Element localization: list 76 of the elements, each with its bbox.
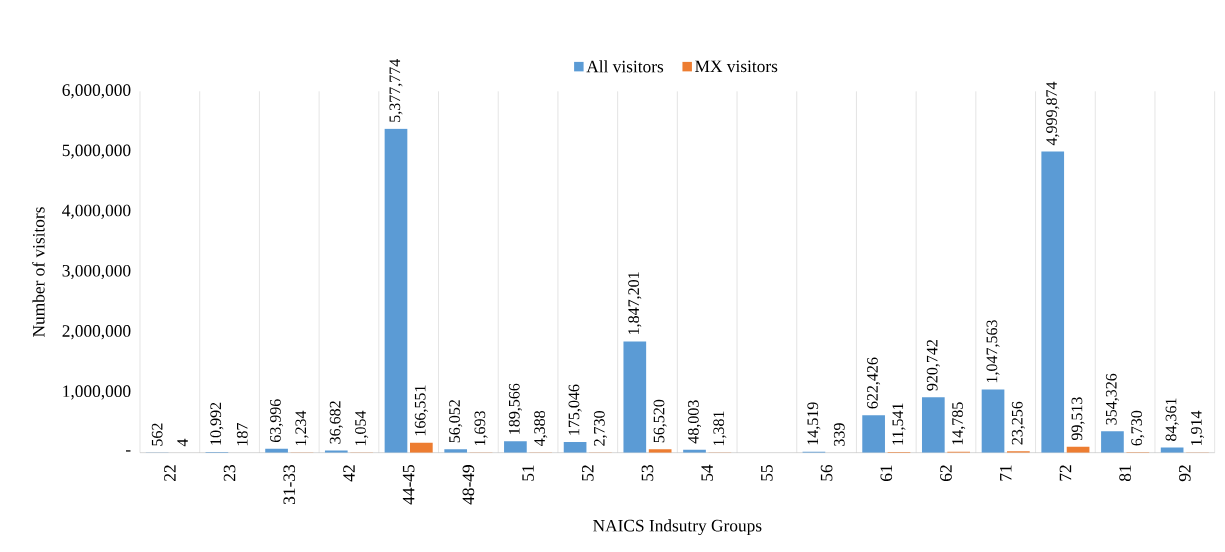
y-tick-label: 4,000,000 — [62, 204, 131, 220]
bar — [444, 449, 468, 453]
x-tick-label: 23 — [223, 465, 236, 482]
bar — [563, 442, 587, 453]
bar — [981, 389, 1005, 453]
data-label: 175,046 — [568, 384, 582, 435]
x-tick-label: 51 — [522, 465, 534, 481]
x-tick-label: 55 — [761, 465, 773, 481]
y-tick-label: - — [125, 450, 131, 452]
bar — [410, 442, 433, 453]
data-label: 84,361 — [1165, 398, 1179, 442]
bar — [921, 397, 945, 453]
data-label: 920,742 — [926, 340, 940, 391]
legend-label: All visitors — [586, 60, 664, 73]
data-label: 6,730 — [1131, 411, 1145, 446]
y-tick-label: 5,000,000 — [62, 144, 131, 159]
x-tick-label: 71 — [999, 465, 1012, 481]
x-tick-label: 31-33 — [283, 465, 296, 505]
x-tick-label: 22 — [164, 465, 176, 482]
data-label: 4 — [177, 439, 188, 447]
data-label: 14,785 — [952, 402, 966, 445]
data-label: 23,256 — [1011, 401, 1025, 445]
data-label: 166,551 — [414, 385, 428, 436]
x-tick-label: 72 — [1059, 465, 1072, 481]
bar — [862, 415, 885, 453]
x-tick-label: 62 — [940, 465, 952, 482]
data-label: 63,996 — [270, 399, 284, 443]
data-label: 56,052 — [449, 400, 463, 443]
data-label: 189,566 — [508, 383, 522, 434]
y-tick-label: 3,000,000 — [62, 265, 131, 280]
bar — [324, 450, 348, 453]
x-axis-title: NAICS Indsutry Groups — [593, 519, 762, 536]
bar — [623, 341, 647, 453]
y-tick-label: 2,000,000 — [62, 325, 131, 340]
data-label: 11,541 — [892, 403, 906, 445]
data-label: 339 — [833, 423, 845, 446]
y-tick-label: 6,000,000 — [62, 84, 131, 99]
data-label: 14,519 — [807, 402, 821, 445]
data-label: 48,003 — [687, 400, 702, 444]
data-label: 1,047,563 — [986, 320, 1000, 383]
data-label: 1,234 — [295, 410, 309, 446]
data-label: 36,682 — [329, 401, 343, 444]
y-axis-title: Number of visitors — [32, 207, 45, 338]
x-tick-label: 44-45 — [402, 465, 415, 505]
data-label: 622,426 — [867, 357, 881, 409]
x-tick-label: 48-49 — [462, 465, 475, 505]
data-label: 4,999,874 — [1046, 81, 1060, 146]
bar — [384, 128, 408, 453]
data-label: 4,388 — [534, 411, 548, 447]
x-tick-label: 42 — [343, 465, 355, 482]
bar — [648, 449, 672, 453]
x-tick-label: 61 — [880, 465, 893, 482]
y-tick-label: 1,000,000 — [63, 385, 131, 400]
x-tick-label: 52 — [581, 465, 594, 481]
x-tick-label: 92 — [1178, 465, 1191, 482]
x-tick-label: 54 — [701, 464, 713, 481]
x-tick-label: 53 — [641, 465, 654, 481]
bar — [1101, 431, 1124, 453]
data-label: 5,377,774 — [389, 59, 403, 123]
data-label: 56,520 — [653, 400, 667, 443]
data-label: 10,992 — [210, 403, 224, 445]
data-label: 354,326 — [1105, 373, 1119, 425]
bar — [1041, 151, 1065, 453]
data-label: 99,513 — [1071, 397, 1085, 441]
data-label: 187 — [236, 423, 248, 446]
bar — [504, 441, 527, 453]
x-tick-label: 81 — [1119, 465, 1131, 482]
legend-label: MX visitors — [695, 60, 778, 73]
data-label: 1,847,201 — [628, 272, 642, 335]
data-label: 1,914 — [1190, 410, 1205, 446]
data-label: 1,054 — [355, 410, 369, 446]
data-label: 1,693 — [474, 411, 488, 446]
data-label: 1,381 — [713, 411, 727, 446]
x-tick-label: 56 — [820, 465, 833, 481]
data-label: 562 — [151, 423, 163, 446]
data-label: 2,730 — [593, 411, 608, 446]
